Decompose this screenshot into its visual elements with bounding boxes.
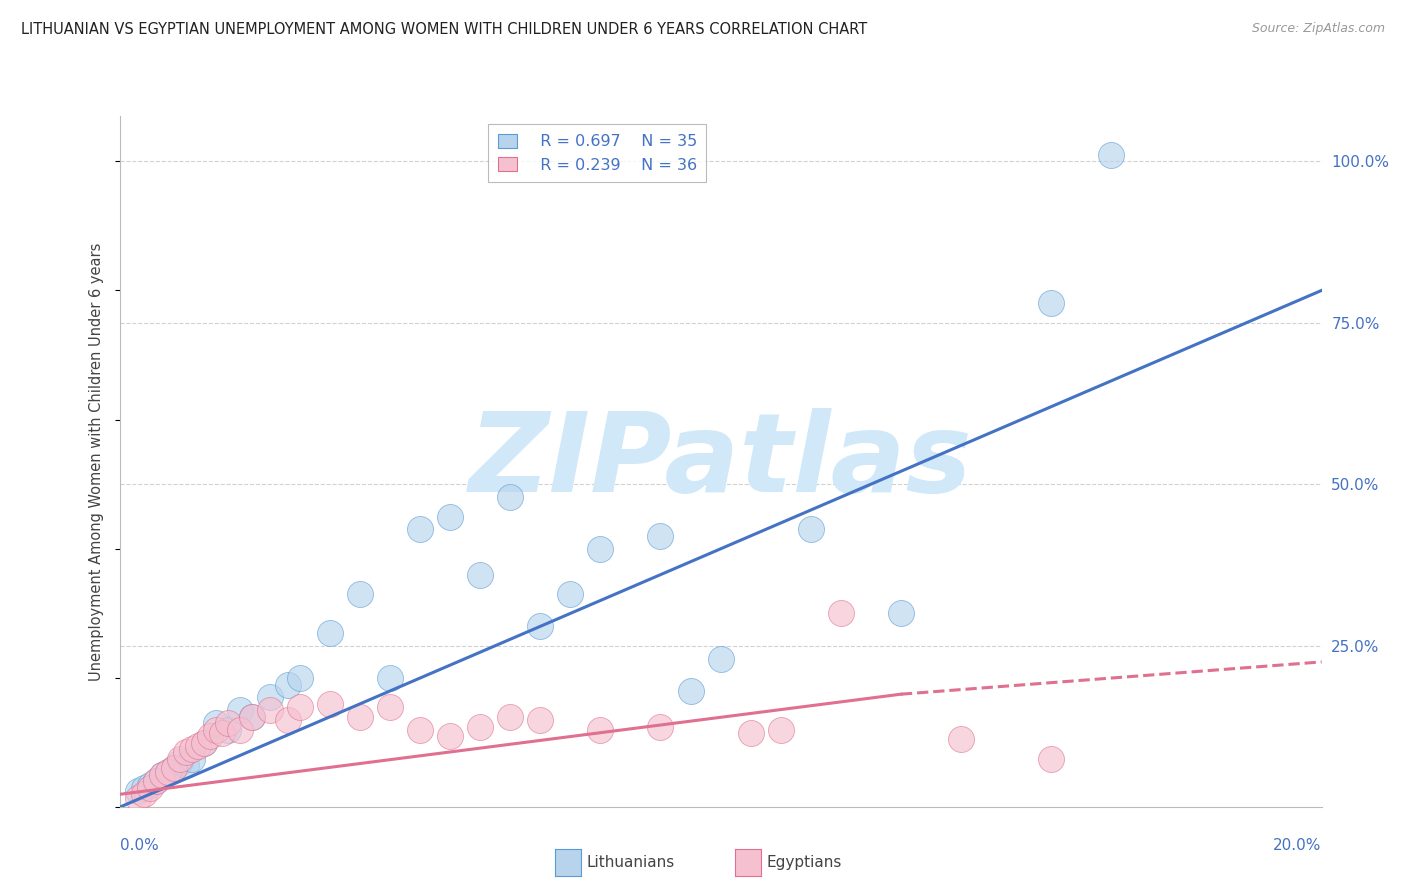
Point — [470, 567, 492, 582]
Point — [470, 719, 492, 733]
Point — [439, 729, 461, 743]
Text: ZIPatlas: ZIPatlas — [468, 409, 973, 515]
Point — [319, 625, 342, 640]
Point — [169, 752, 191, 766]
Point — [198, 729, 221, 743]
Point — [740, 726, 762, 740]
Point — [132, 780, 155, 795]
Point — [529, 619, 551, 633]
Point — [409, 523, 432, 537]
Text: Source: ZipAtlas.com: Source: ZipAtlas.com — [1251, 22, 1385, 36]
Point — [150, 768, 173, 782]
Point — [193, 736, 215, 750]
Point — [156, 764, 179, 779]
Point — [560, 587, 582, 601]
Point — [204, 716, 226, 731]
Point — [228, 723, 252, 737]
Point — [174, 745, 197, 759]
Point — [132, 788, 155, 802]
Y-axis label: Unemployment Among Women with Children Under 6 years: Unemployment Among Women with Children U… — [89, 243, 104, 681]
Point — [439, 509, 461, 524]
Text: Lithuanians: Lithuanians — [586, 855, 675, 870]
Point — [204, 723, 226, 737]
Point — [174, 758, 197, 772]
Point — [240, 710, 263, 724]
Point — [145, 774, 167, 789]
Point — [769, 723, 792, 737]
Point — [162, 762, 184, 776]
Text: 20.0%: 20.0% — [1274, 838, 1322, 854]
Point — [650, 719, 672, 733]
Point — [127, 790, 149, 805]
Point — [228, 703, 252, 717]
Point — [145, 774, 167, 789]
Point — [187, 739, 209, 753]
Point — [277, 713, 299, 727]
Point — [156, 764, 179, 779]
Point — [890, 607, 912, 621]
Point — [499, 490, 522, 504]
Text: LITHUANIAN VS EGYPTIAN UNEMPLOYMENT AMONG WOMEN WITH CHILDREN UNDER 6 YEARS CORR: LITHUANIAN VS EGYPTIAN UNEMPLOYMENT AMON… — [21, 22, 868, 37]
Point — [162, 762, 184, 776]
Point — [138, 778, 160, 792]
Point — [193, 736, 215, 750]
Point — [217, 723, 239, 737]
Legend:   R = 0.697    N = 35,   R = 0.239    N = 36: R = 0.697 N = 35, R = 0.239 N = 36 — [488, 124, 706, 182]
Point — [709, 651, 731, 665]
Point — [589, 723, 612, 737]
Point — [1099, 147, 1122, 161]
Point — [1040, 296, 1063, 310]
Point — [169, 755, 191, 769]
Point — [150, 768, 173, 782]
Point — [288, 700, 311, 714]
Point — [127, 784, 149, 798]
Point — [211, 726, 233, 740]
Point — [589, 541, 612, 556]
Text: 0.0%: 0.0% — [120, 838, 159, 854]
Point — [830, 607, 852, 621]
Point — [499, 710, 522, 724]
Point — [240, 710, 263, 724]
Point — [950, 732, 973, 747]
Point — [288, 671, 311, 685]
Point — [259, 690, 281, 705]
Point — [409, 723, 432, 737]
Point — [349, 710, 371, 724]
Point — [650, 529, 672, 543]
Point — [277, 677, 299, 691]
Point — [138, 780, 160, 795]
Point — [180, 742, 202, 756]
Point — [349, 587, 371, 601]
Point — [180, 752, 202, 766]
Point — [800, 523, 823, 537]
Point — [259, 703, 281, 717]
Point — [529, 713, 551, 727]
Text: Egyptians: Egyptians — [766, 855, 842, 870]
Point — [378, 671, 401, 685]
Point — [1040, 752, 1063, 766]
Point — [378, 700, 401, 714]
Point — [679, 684, 702, 698]
Point — [217, 716, 239, 731]
Point — [319, 697, 342, 711]
